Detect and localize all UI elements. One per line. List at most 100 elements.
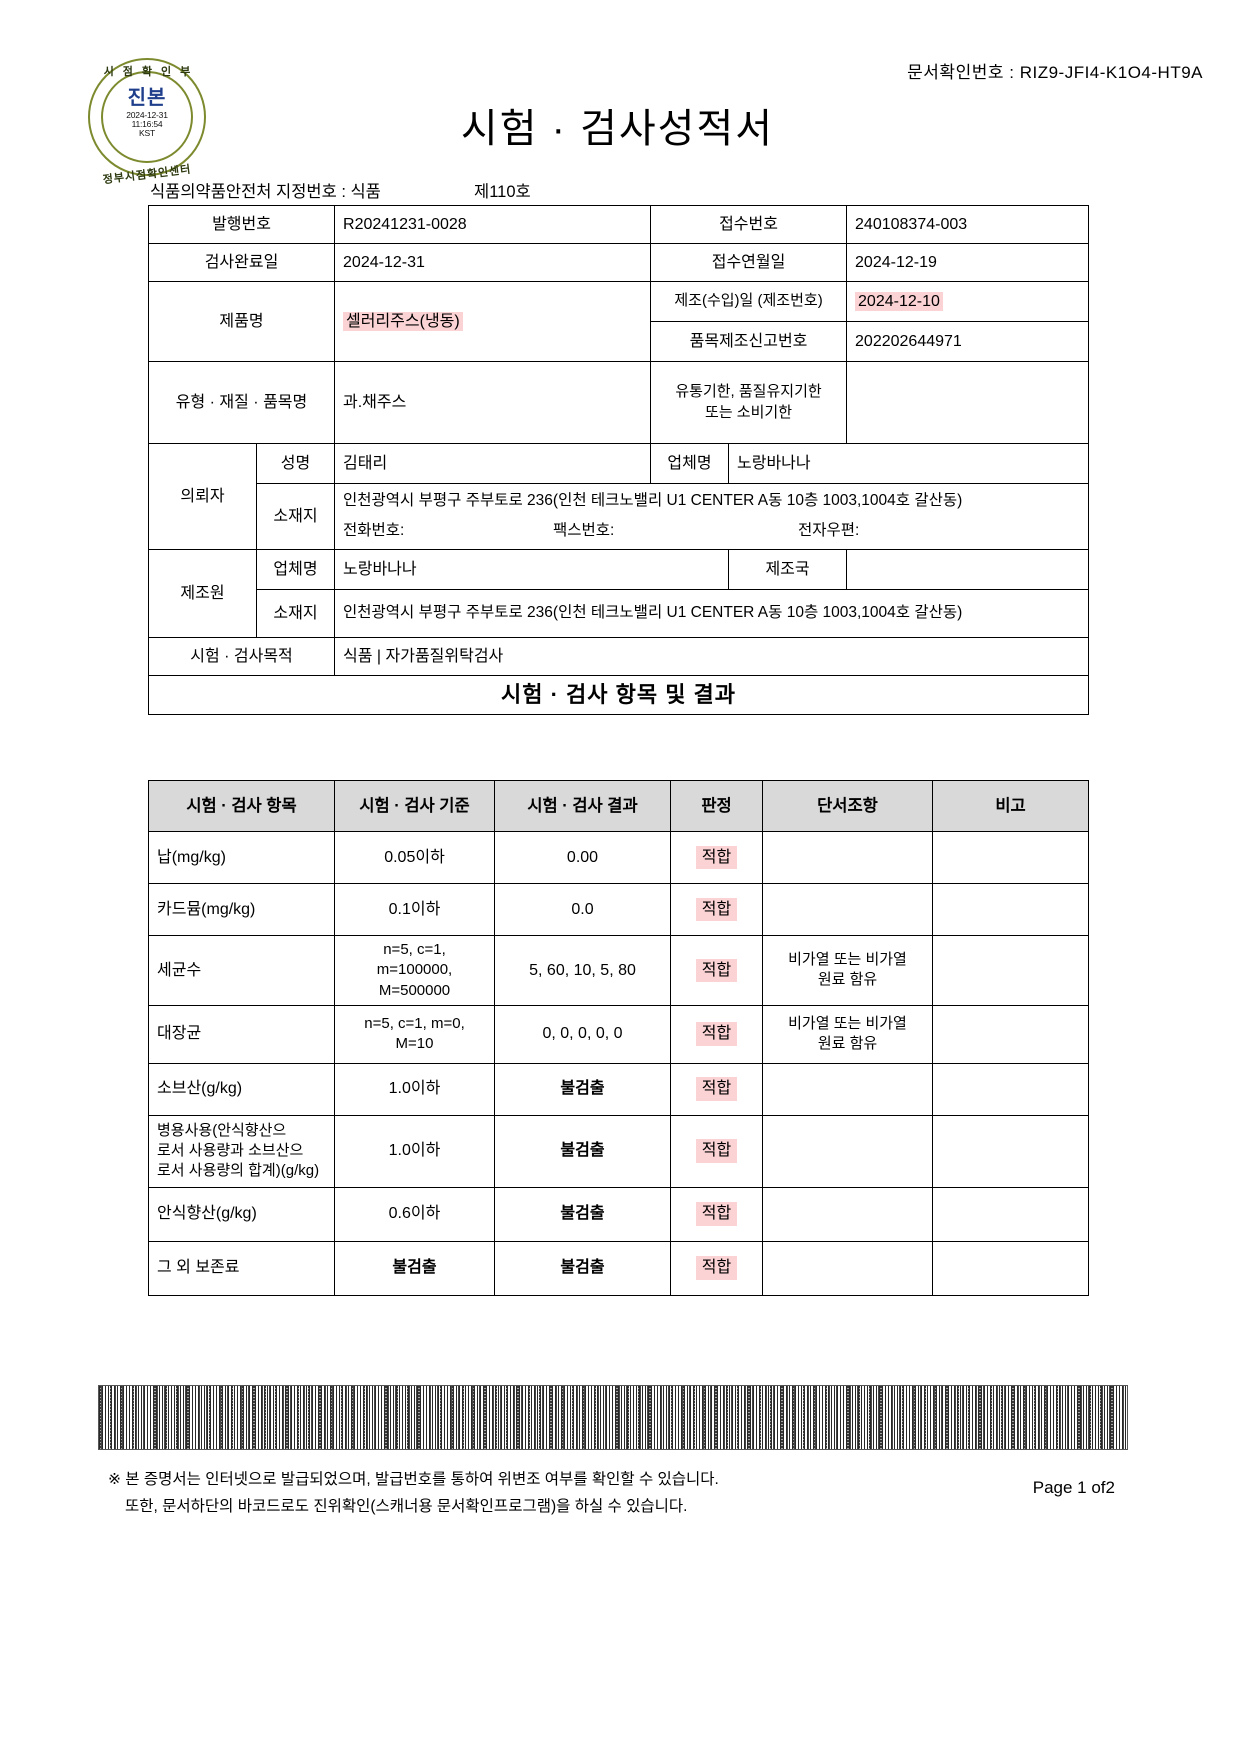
result-item-name: 세균수 — [148, 935, 335, 1006]
product-name-highlight: 셀러리주스(냉동) — [343, 311, 463, 331]
table-row: 소재지 인천광역시 부평구 주부토로 236(인천 테크노밸리 U1 CENTE… — [149, 589, 1090, 638]
condition-line: 원료 함유 — [817, 1035, 878, 1053]
client-company-value: 노랑바나나 — [728, 443, 1090, 484]
stamp-time: 11:16:54 — [131, 118, 163, 129]
table-row: 세균수 n=5, c=1, m=100000, M=500000 5, 60, … — [148, 935, 1089, 1006]
result-item-name: 납(mg/kg) — [148, 831, 335, 884]
footer-note: ※ 본 증명서는 인터넷으로 발급되었으며, 발급번호를 통하여 위변조 여부를… — [108, 1466, 719, 1520]
product-info-table: 발행번호 R20241231-0028 접수번호 240108374-003 검… — [147, 205, 1090, 715]
page-title: 시험 · 검사성적서 — [460, 107, 775, 151]
standard-line: n=5, c=1, — [383, 941, 446, 958]
table-row: 소재지 인천광역시 부평구 주부토로 236(인천 테크노밸리 U1 CENTE… — [149, 483, 1090, 550]
result-condition — [762, 831, 933, 884]
result-judgement: 적합 — [670, 1240, 763, 1296]
condition-line: 비가열 또는 비가열 — [788, 951, 907, 969]
table-row: 카드뮴(mg/kg) 0.1이하 0.0 적합 — [148, 883, 1089, 936]
result-item-name: 소브산(g/kg) — [148, 1062, 335, 1116]
status-badge: 적합 — [695, 1139, 738, 1164]
table-row: 납(mg/kg) 0.05이하 0.00 적합 — [148, 831, 1089, 884]
result-item-name: 그 외 보존료 — [148, 1240, 335, 1296]
status-badge: 적합 — [695, 1077, 738, 1102]
result-note — [932, 1062, 1089, 1116]
result-value: 불검출 — [494, 1062, 671, 1116]
table-row: 유형 · 재질 · 품목명 과.채주스 유통기한, 품질유지기한 또는 소비기한 — [147, 361, 1090, 444]
table-row: 그 외 보존료 불검출 불검출 적합 — [148, 1240, 1089, 1296]
client-address-label: 소재지 — [255, 483, 336, 550]
standard-line: n=5, c=1, m=0, — [364, 1015, 465, 1032]
item-line: 로서 사용량과 소브산으 — [157, 1142, 304, 1160]
result-condition: 비가열 또는 비가열 원료 함유 — [762, 935, 933, 1006]
designation-prefix: 식품의약품안전처 지정번호 : 식품 — [150, 183, 381, 201]
maker-address-label: 소재지 — [255, 589, 336, 638]
expiry-label-line1: 유통기한, 품질유지기한 — [675, 383, 822, 401]
test-complete-label: 검사완료일 — [147, 243, 336, 282]
result-value: 0.0 — [494, 883, 671, 936]
condition-line: 원료 함유 — [817, 971, 878, 989]
table-row: 병용사용(안식향산으 로서 사용량과 소브산으 로서 사용량의 합계)(g/kg… — [148, 1114, 1089, 1188]
result-condition — [762, 1240, 933, 1296]
result-condition — [762, 1186, 933, 1242]
expiry-value — [846, 361, 1090, 444]
table-row: 시험 · 검사목적 식품 | 자가품질위탁검사 — [147, 637, 1090, 676]
result-judgement: 적합 — [670, 831, 763, 884]
issue-no-label: 발행번호 — [147, 205, 336, 244]
result-note — [932, 883, 1089, 936]
standard-line: M=10 — [395, 1035, 434, 1053]
result-judgement: 적합 — [670, 1114, 763, 1188]
result-note — [932, 1114, 1089, 1188]
footer-note-line1: ※ 본 증명서는 인터넷으로 발급되었으며, 발급번호를 통하여 위변조 여부를… — [108, 1471, 719, 1488]
client-address-block: 인천광역시 부평구 주부토로 236(인천 테크노밸리 U1 CENTER A동… — [334, 483, 1090, 550]
client-email-label: 전자우편: — [798, 522, 860, 539]
result-judgement: 적합 — [670, 1004, 763, 1064]
table-row: 발행번호 R20241231-0028 접수번호 240108374-003 — [147, 205, 1090, 244]
column-header-standard: 시험 · 검사 기준 — [334, 780, 495, 832]
result-standard: 1.0이하 — [334, 1062, 495, 1116]
result-condition — [762, 883, 933, 936]
manufacture-date-highlight: 2024-12-10 — [855, 291, 943, 311]
result-value: 불검출 — [494, 1240, 671, 1296]
product-name-label: 제품명 — [147, 281, 336, 362]
table-row: 제조원 업체명 노랑바나나 제조국 — [148, 549, 1090, 638]
client-contact-row: 전화번호: 팩스번호: 전자우편: — [343, 521, 1080, 542]
results-section-title: 시험 · 검사 항목 및 결과 — [147, 675, 1090, 715]
client-fax-label: 팩스번호: — [553, 522, 615, 539]
purpose-label: 시험 · 검사목적 — [147, 637, 336, 676]
maker-address-value: 인천광역시 부평구 주부토로 236(인천 테크노밸리 U1 CENTER A동… — [334, 589, 1090, 638]
result-value: 0, 0, 0, 0, 0 — [494, 1004, 671, 1064]
status-badge: 적합 — [695, 845, 738, 870]
manufacture-date-label: 제조(수입)일 (제조번호) — [650, 281, 848, 322]
client-name-label: 성명 — [255, 443, 336, 484]
result-judgement: 적합 — [670, 1062, 763, 1116]
item-report-no-label: 품목제조신고번호 — [650, 321, 848, 362]
result-condition: 비가열 또는 비가열 원료 함유 — [762, 1004, 933, 1064]
column-header-note: 비고 — [932, 780, 1089, 832]
result-item-name: 카드뮴(mg/kg) — [148, 883, 335, 936]
condition-line: 비가열 또는 비가열 — [788, 1015, 907, 1032]
client-phone-label: 전화번호: — [343, 522, 405, 539]
expiry-label-line2: 또는 소비기한 — [705, 403, 792, 421]
client-company-label: 업체명 — [650, 443, 730, 484]
result-standard: n=5, c=1, m=100000, M=500000 — [334, 935, 495, 1006]
client-address-value: 인천광역시 부평구 주부토로 236(인천 테크노밸리 U1 CENTER A동… — [343, 492, 963, 510]
page-number: Page 1 of2 — [1032, 1478, 1115, 1497]
result-judgement: 적합 — [670, 935, 763, 1006]
results-header-row: 시험 · 검사 항목 시험 · 검사 기준 시험 · 검사 결과 판정 단서조항… — [148, 780, 1089, 832]
column-header-result: 시험 · 검사 결과 — [494, 780, 671, 832]
result-condition — [762, 1062, 933, 1116]
table-row: 검사완료일 2024-12-31 접수연월일 2024-12-19 — [147, 243, 1090, 282]
authenticity-stamp-icon: 시점확인부 진본 2024-12-31 11:16:54 KST 정부시점확인센… — [88, 58, 206, 186]
result-note — [932, 831, 1089, 884]
stamp-date: 2024-12-31 — [126, 110, 168, 120]
issue-no-value: R20241231-0028 — [334, 205, 652, 244]
receipt-no-value: 240108374-003 — [846, 205, 1090, 244]
result-value: 불검출 — [494, 1114, 671, 1188]
type-material-item-label: 유형 · 재질 · 품목명 — [147, 361, 336, 444]
test-results-table: 시험 · 검사 항목 시험 · 검사 기준 시험 · 검사 결과 판정 단서조항… — [148, 780, 1089, 1296]
result-standard: 0.1이하 — [334, 883, 495, 936]
expiry-label: 유통기한, 품질유지기한 또는 소비기한 — [650, 361, 848, 444]
result-value: 5, 60, 10, 5, 80 — [494, 935, 671, 1006]
standard-line: m=100000, — [376, 961, 453, 979]
column-header-item: 시험 · 검사 항목 — [148, 780, 335, 832]
result-standard: 불검출 — [334, 1240, 495, 1296]
